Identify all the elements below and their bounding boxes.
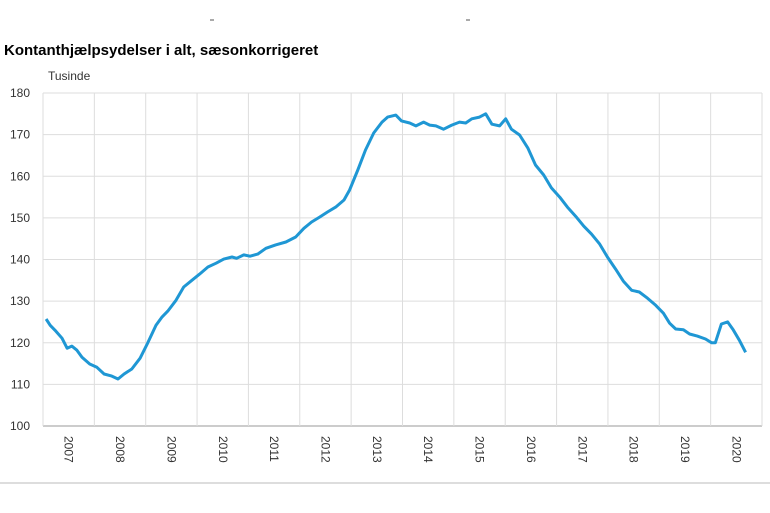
y-axis-label: Tusinde <box>48 69 91 83</box>
y-tick-label: 170 <box>10 128 30 142</box>
y-tick-label: 130 <box>10 294 30 308</box>
y-tick-label: 100 <box>10 419 30 433</box>
y-tick-label: 180 <box>10 86 30 100</box>
x-tick-label: 2015 <box>473 436 487 463</box>
y-tick-label: 120 <box>10 336 30 350</box>
y-tick-label: 140 <box>10 253 30 267</box>
x-tick-label: 2008 <box>113 436 127 463</box>
x-tick-label: 2016 <box>524 436 538 463</box>
y-tick-label: 150 <box>10 211 30 225</box>
chart-title: Kontanthjælpsydelser i alt, sæsonkorrige… <box>4 42 318 59</box>
x-tick-label: 2009 <box>164 436 178 463</box>
x-tick-label: 2012 <box>318 436 332 463</box>
x-tick-label: 2013 <box>370 436 384 463</box>
x-tick-label: 2017 <box>575 436 589 463</box>
x-tick-label: 2019 <box>678 436 692 463</box>
y-tick-label: 160 <box>10 169 30 183</box>
x-tick-label: 2018 <box>627 436 641 463</box>
x-tick-label: 2011 <box>267 436 281 462</box>
x-tick-label: 2020 <box>729 436 743 463</box>
x-tick-label: 2010 <box>216 436 230 463</box>
data-line <box>44 112 747 381</box>
x-tick-label: 2014 <box>421 436 435 463</box>
y-tick-label: 110 <box>11 377 30 391</box>
x-tick-label: 2007 <box>62 436 76 463</box>
